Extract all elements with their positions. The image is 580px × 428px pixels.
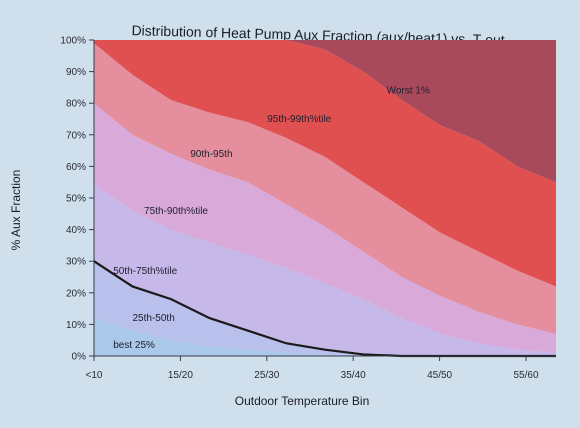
x-tick-label-0: <10 bbox=[86, 370, 103, 381]
x-tick-label-3: 35/40 bbox=[341, 370, 366, 381]
y-tick-label-3: 30% bbox=[66, 257, 86, 268]
x-axis: <10 15/20 25/30 35/40 45/50 55/60 bbox=[86, 355, 556, 381]
y-tick-label-2: 20% bbox=[66, 288, 86, 299]
band-area-1 bbox=[94, 261, 556, 356]
y-tick-label-0: 0% bbox=[72, 352, 87, 363]
y-tick-label-6: 60% bbox=[66, 162, 86, 173]
y-tick-label-7: 70% bbox=[66, 130, 86, 141]
y-axis-title: % Aux Fraction bbox=[9, 170, 23, 251]
band-label-6: Worst 1% bbox=[387, 86, 430, 97]
band-area-3 bbox=[94, 103, 556, 353]
y-tick-label-9: 90% bbox=[66, 67, 86, 78]
band-label-0: best 25% bbox=[113, 340, 155, 351]
y-tick-label-5: 50% bbox=[66, 194, 86, 205]
band-label-3: 75th-90th%tile bbox=[144, 206, 208, 217]
band-label-2: 50th-75th%tile bbox=[113, 266, 177, 277]
band-area-5 bbox=[94, 40, 556, 287]
x-tick-label-5: 55/60 bbox=[513, 370, 538, 381]
y-tick-label-8: 80% bbox=[66, 99, 86, 110]
band-labels: best 25% 25th-50th 50th-75th%tile 75th-90th… bbox=[113, 86, 430, 351]
band-label-1: 25th-50th bbox=[133, 313, 175, 324]
x-tick-label-1: 15/20 bbox=[168, 370, 193, 381]
area-bands bbox=[93, 40, 556, 358]
y-tick-label-4: 40% bbox=[66, 225, 86, 236]
band-area-4 bbox=[94, 43, 556, 334]
band-label-4: 90th-95th bbox=[190, 149, 232, 160]
y-tick-label-10: 100% bbox=[60, 36, 86, 47]
x-axis-title: Outdoor Temperature Bin bbox=[235, 394, 370, 408]
y-axis: 0% 10% 20% 30% 40% 50% 60% 70% 80% 90% 100% bbox=[60, 36, 95, 363]
band-area-6 bbox=[94, 40, 556, 183]
band-area-2 bbox=[94, 185, 556, 356]
band-label-5: 95th-99th%tile bbox=[267, 114, 331, 125]
y-tick-label-1: 10% bbox=[66, 320, 86, 331]
x-tick-label-4: 45/50 bbox=[427, 370, 452, 381]
x-tick-label-2: 25/30 bbox=[254, 370, 279, 381]
